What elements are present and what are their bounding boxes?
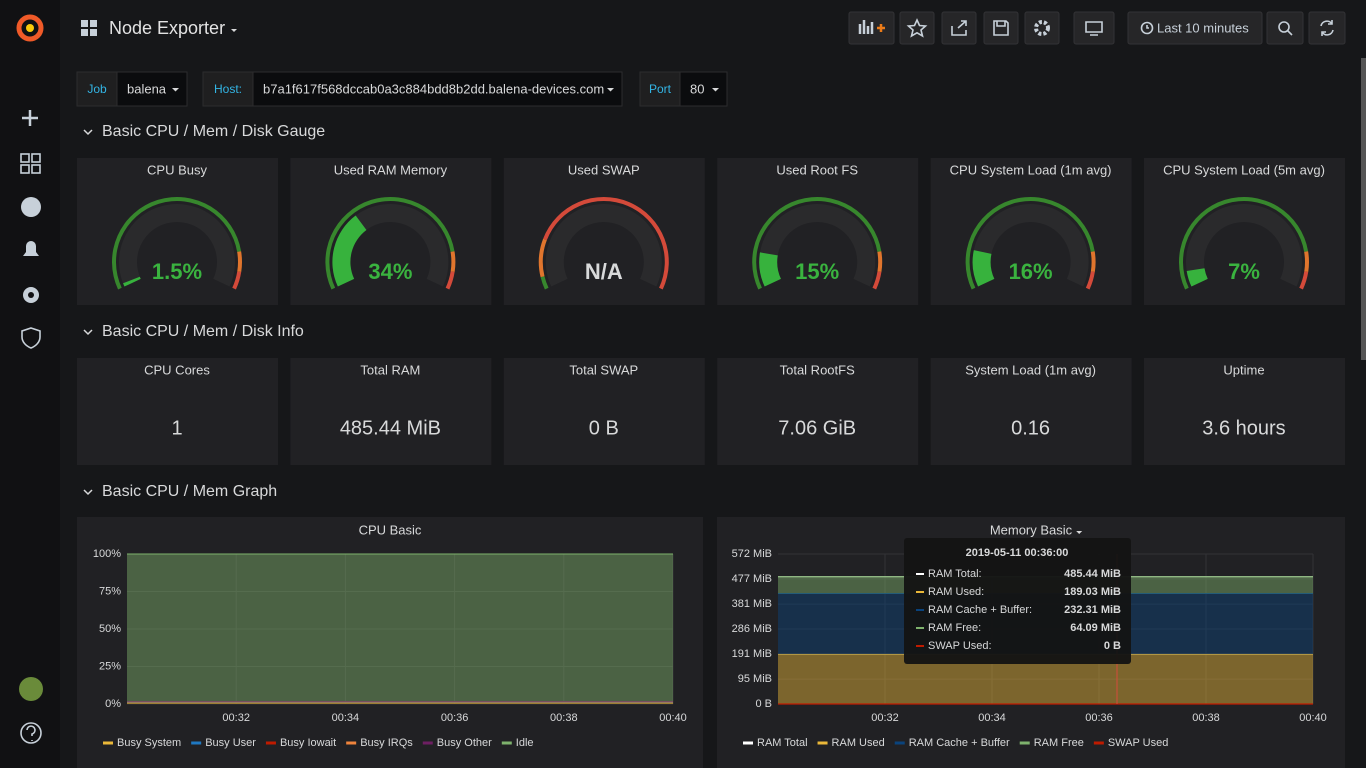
y-tick-label: 100% — [93, 548, 121, 560]
y-tick-label: 286 MiB — [732, 623, 772, 635]
tooltip-name: SWAP Used: — [928, 640, 992, 652]
variable-value[interactable]: b7a1f617f568dccab0a3c884bdd8b2dd.balena-… — [263, 81, 604, 96]
scrollbar[interactable] — [1361, 58, 1366, 360]
panel-title[interactable]: Total RootFS — [780, 362, 855, 377]
x-tick-label: 00:32 — [222, 712, 250, 724]
tooltip-value: 189.03 MiB — [1064, 586, 1121, 598]
panel-title[interactable]: CPU System Load (5m avg) — [1163, 162, 1325, 177]
panel-title[interactable]: CPU System Load (1m avg) — [950, 162, 1112, 177]
variable-label: Job — [87, 82, 107, 96]
panel-title[interactable]: Used SWAP — [568, 162, 640, 177]
legend-label[interactable]: Busy Iowait — [280, 737, 336, 749]
gauge-value-label: 16% — [1009, 259, 1053, 284]
toolbar[interactable] — [849, 12, 1345, 44]
legend-label[interactable]: Idle — [516, 737, 534, 749]
avatar[interactable] — [19, 677, 43, 701]
row-title[interactable]: Basic CPU / Mem / Disk Gauge — [102, 123, 325, 140]
legend-label[interactable]: SWAP Used — [1108, 737, 1169, 749]
x-tick-label: 00:36 — [441, 712, 469, 724]
legend-label[interactable]: RAM Free — [1034, 737, 1084, 749]
tooltip-name: RAM Cache + Buffer: — [928, 604, 1032, 616]
panel-title[interactable]: CPU Busy — [147, 162, 207, 177]
tooltip-name: RAM Total: — [928, 568, 982, 580]
title-caret — [231, 29, 237, 32]
legend-label[interactable]: Busy System — [117, 737, 181, 749]
panel-title[interactable]: Memory Basic — [990, 522, 1073, 537]
tooltip-value: 485.44 MiB — [1064, 568, 1121, 580]
tooltip-value: 0 B — [1104, 640, 1121, 652]
legend-label[interactable]: Busy Other — [437, 737, 492, 749]
gauge-value-label: 15% — [795, 259, 839, 284]
x-tick-label: 00:32 — [871, 712, 899, 724]
panel-title[interactable]: Used Root FS — [776, 162, 858, 177]
stat-value: 485.44 MiB — [340, 417, 441, 439]
tooltip-time: 2019-05-11 00:36:00 — [966, 547, 1069, 559]
y-tick-label: 95 MiB — [738, 673, 772, 685]
row-chevron[interactable] — [84, 130, 92, 134]
row-chevron[interactable] — [84, 330, 92, 334]
stat-value: 0 B — [589, 417, 619, 439]
row-chevron[interactable] — [84, 490, 92, 494]
y-tick-label: 25% — [99, 660, 121, 672]
variable-label: Host: — [214, 82, 242, 96]
x-tick-label: 00:34 — [978, 712, 1006, 724]
x-tick-label: 00:34 — [332, 712, 360, 724]
panel-title[interactable]: Used RAM Memory — [334, 162, 448, 177]
variable-value[interactable]: balena — [127, 81, 167, 96]
time-range[interactable]: Last 10 minutes — [1157, 20, 1249, 35]
x-tick-label: 00:40 — [659, 712, 687, 724]
stat-value: 1 — [171, 417, 182, 439]
panel-title[interactable]: Uptime — [1223, 362, 1264, 377]
x-tick-label: 00:38 — [550, 712, 578, 724]
legend-label[interactable]: RAM Total — [757, 737, 808, 749]
legend-label[interactable]: Busy IRQs — [360, 737, 413, 749]
panel-title[interactable]: CPU Basic — [359, 522, 422, 537]
stat-value: 0.16 — [1011, 417, 1050, 439]
y-tick-label: 572 MiB — [732, 548, 772, 560]
stat-value: 3.6 hours — [1202, 417, 1285, 439]
gauge-value-label: 1.5% — [152, 259, 202, 284]
y-tick-label: 0 B — [755, 698, 772, 710]
y-tick-label: 381 MiB — [732, 598, 772, 610]
y-tick-label: 191 MiB — [732, 648, 772, 660]
y-tick-label: 75% — [99, 585, 121, 597]
row-title[interactable]: Basic CPU / Mem / Disk Info — [102, 323, 304, 340]
row-title[interactable]: Basic CPU / Mem Graph — [102, 483, 277, 500]
y-tick-label: 477 MiB — [732, 573, 772, 585]
gauge-value-label: N/A — [585, 259, 623, 284]
x-tick-label: 00:40 — [1299, 712, 1327, 724]
y-tick-label: 50% — [99, 623, 121, 635]
tooltip-value: 232.31 MiB — [1064, 604, 1121, 616]
legend-label[interactable]: RAM Used — [832, 737, 885, 749]
panel-title[interactable]: Total RAM — [360, 362, 420, 377]
x-tick-label: 00:38 — [1192, 712, 1220, 724]
tooltip-name: RAM Used: — [928, 586, 984, 598]
area-band — [127, 554, 673, 702]
dashboard-icon — [81, 20, 97, 36]
y-tick-label: 0% — [105, 698, 121, 710]
panel-title[interactable]: System Load (1m avg) — [965, 362, 1096, 377]
tooltip-name: RAM Free: — [928, 622, 981, 634]
dashboard-title[interactable]: Node Exporter — [109, 18, 225, 38]
panel-title[interactable]: Total SWAP — [569, 362, 638, 377]
variable-label: Port — [649, 82, 672, 96]
panel-title[interactable]: CPU Cores — [144, 362, 210, 377]
x-tick-label: 00:36 — [1085, 712, 1113, 724]
variable-value[interactable]: 80 — [690, 81, 704, 96]
tooltip-value: 64.09 MiB — [1070, 622, 1121, 634]
stat-value: 7.06 GiB — [778, 417, 856, 439]
legend-label[interactable]: RAM Cache + Buffer — [909, 737, 1010, 749]
legend-label[interactable]: Busy User — [205, 737, 256, 749]
gauge-value-label: 7% — [1228, 259, 1260, 284]
gauge-value-label: 34% — [368, 259, 412, 284]
